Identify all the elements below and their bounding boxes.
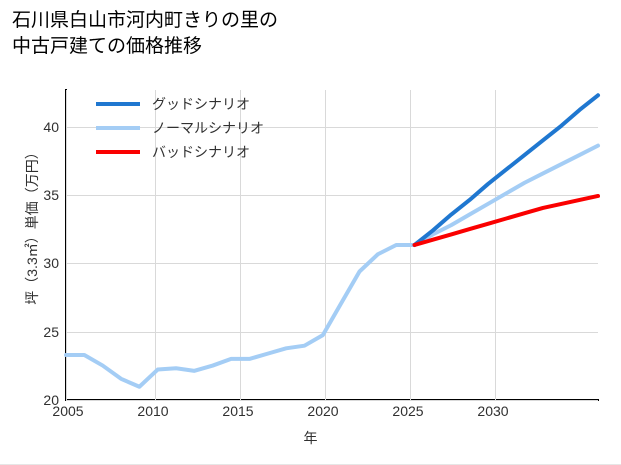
legend-item-good: グッドシナリオ [96, 92, 326, 116]
x-tick-2005: 2005 [52, 403, 84, 419]
x-axis-label: 年 [303, 430, 318, 446]
x-tick-2030: 2030 [477, 403, 509, 419]
chart-legend: グッドシナリオ ノーマルシナリオ バッドシナリオ [96, 92, 326, 164]
legend-swatch-good [96, 102, 140, 106]
legend-label-good: グッドシナリオ [152, 96, 250, 112]
y-tick-20: 20 [43, 392, 59, 408]
gridline-x-2015 [240, 90, 241, 400]
gridline-y-30 [66, 263, 598, 264]
gridline-x-2005 [66, 90, 67, 400]
x-tick-2015: 2015 [222, 403, 254, 419]
x-tick-2025: 2025 [392, 403, 424, 419]
gridline-x-2010 [155, 90, 156, 400]
legend-item-bad: バッドシナリオ [96, 140, 326, 164]
plot-area [64, 90, 600, 401]
legend-item-normal: ノーマルシナリオ [96, 116, 326, 140]
gridline-y-40 [66, 127, 598, 128]
chart-title: 石川県白山市河内町きりの里の 中古戸建ての価格推移 [12, 10, 279, 57]
series-line-bad [412, 193, 600, 247]
chart-series-lines [64, 93, 600, 389]
legend-swatch-bad [96, 150, 140, 154]
y-tick-40: 40 [43, 119, 59, 135]
series-line-normal [64, 143, 600, 389]
y-tick-30: 30 [43, 255, 59, 271]
series-line-good [412, 93, 600, 247]
legend-swatch-normal [96, 126, 140, 130]
legend-label-bad: バッドシナリオ [152, 144, 250, 160]
y-tick-25: 25 [43, 324, 59, 340]
y-tick-35: 35 [43, 187, 59, 203]
gridline-y-35 [66, 195, 598, 196]
gridline-x-2030 [495, 90, 496, 400]
legend-label-normal: ノーマルシナリオ [152, 120, 264, 136]
y-axis-label: 坪（3.3㎡）単価（万円） [24, 145, 40, 305]
x-tick-2020: 2020 [307, 403, 339, 419]
gridline-y-20 [66, 400, 598, 401]
y-tick-labels: 20 25 30 35 40 [0, 0, 66, 465]
gridline-y-25 [66, 332, 598, 333]
gridline-x-2020 [325, 90, 326, 400]
x-tick-2010: 2010 [137, 403, 169, 419]
